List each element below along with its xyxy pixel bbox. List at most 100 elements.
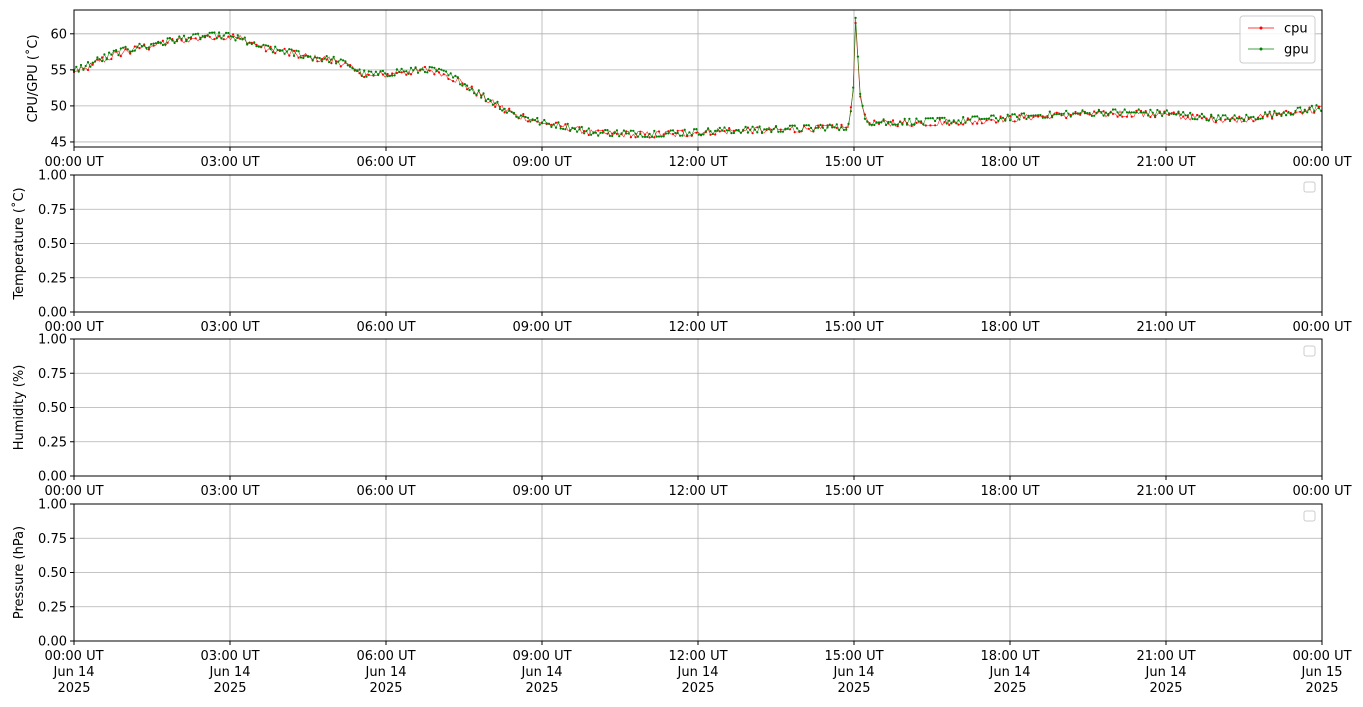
data-point (707, 127, 710, 130)
data-point (994, 121, 998, 124)
data-point (943, 121, 946, 124)
data-point (1170, 112, 1173, 115)
data-point (891, 123, 895, 126)
data-point (803, 124, 806, 127)
data-point (920, 120, 923, 123)
data-point (1233, 114, 1236, 117)
data-point (349, 64, 352, 67)
data-point (1125, 115, 1129, 118)
data-point (227, 31, 230, 35)
data-point (618, 135, 621, 138)
data-point (882, 118, 885, 121)
data-point (101, 56, 104, 59)
data-point (260, 46, 263, 49)
x-tick-label: 21:00 UT (1136, 320, 1195, 335)
data-point (1299, 110, 1302, 113)
data-point (657, 135, 661, 138)
data-point (807, 124, 810, 127)
data-point (948, 123, 951, 126)
data-point (108, 51, 111, 54)
data-point (349, 65, 352, 68)
data-point (763, 128, 766, 131)
data-point (435, 70, 438, 73)
data-point (1158, 111, 1161, 114)
data-point (405, 73, 408, 76)
data-point (332, 55, 335, 58)
data-point (208, 35, 211, 38)
data-point (86, 61, 90, 64)
y-tick-label: 0.75 (38, 203, 67, 218)
data-point (1123, 108, 1126, 111)
data-point (690, 134, 693, 137)
data-point (101, 60, 104, 63)
data-point (484, 99, 487, 102)
data-point (461, 84, 464, 87)
data-point (786, 127, 789, 130)
data-point (849, 110, 853, 113)
data-point (753, 128, 757, 131)
data-point (772, 127, 775, 131)
data-point (246, 43, 249, 46)
data-point (735, 129, 738, 132)
data-point (915, 117, 918, 120)
data-point (891, 119, 895, 122)
data-point (552, 123, 555, 126)
data-point (814, 126, 817, 129)
data-point (215, 37, 218, 40)
data-point (1186, 114, 1189, 117)
data-point (1303, 108, 1306, 111)
data-point (585, 129, 588, 132)
data-point (1069, 115, 1072, 118)
data-point (805, 124, 808, 127)
data-point (1088, 112, 1091, 115)
data-point (281, 49, 284, 52)
data-point (138, 47, 141, 50)
data-point (1306, 111, 1309, 114)
data-point (1034, 114, 1037, 117)
data-point (213, 31, 216, 34)
data-point (749, 128, 752, 131)
data-point (325, 55, 328, 58)
data-point (866, 120, 869, 123)
empty-legend-box (1303, 345, 1316, 357)
series-gpu (72, 16, 1323, 138)
data-point (669, 129, 672, 132)
data-point (662, 133, 665, 136)
x-tick-date-label: Jun 14 (989, 665, 1031, 680)
data-point (1315, 104, 1318, 107)
data-point (580, 125, 583, 129)
data-point (283, 47, 286, 50)
data-point (381, 69, 384, 72)
data-point (164, 43, 167, 46)
data-point (1240, 117, 1243, 120)
data-point (365, 75, 368, 78)
data-point (634, 132, 637, 135)
data-point (987, 117, 991, 120)
data-point (681, 129, 684, 132)
data-point (625, 132, 628, 135)
data-point (309, 55, 312, 58)
x-tick-label: 21:00 UT (1136, 649, 1195, 664)
x-tick-label: 03:00 UT (200, 649, 259, 664)
data-point (428, 69, 431, 72)
data-point (208, 31, 211, 34)
data-point (292, 54, 296, 58)
data-point (1130, 111, 1133, 114)
data-point (564, 128, 567, 131)
data-point (889, 120, 892, 123)
data-point (917, 120, 920, 123)
data-point (732, 129, 736, 132)
data-point (302, 54, 305, 57)
data-point (234, 39, 237, 42)
data-point (129, 52, 132, 55)
data-point (800, 130, 803, 133)
data-point (1172, 112, 1175, 116)
data-point (335, 62, 338, 65)
x-tick-date-label: Jun 15 (1301, 665, 1343, 680)
data-point (554, 126, 558, 129)
data-point (196, 32, 200, 35)
data-point (774, 125, 778, 128)
data-point (1264, 111, 1267, 114)
data-point (1175, 113, 1178, 116)
